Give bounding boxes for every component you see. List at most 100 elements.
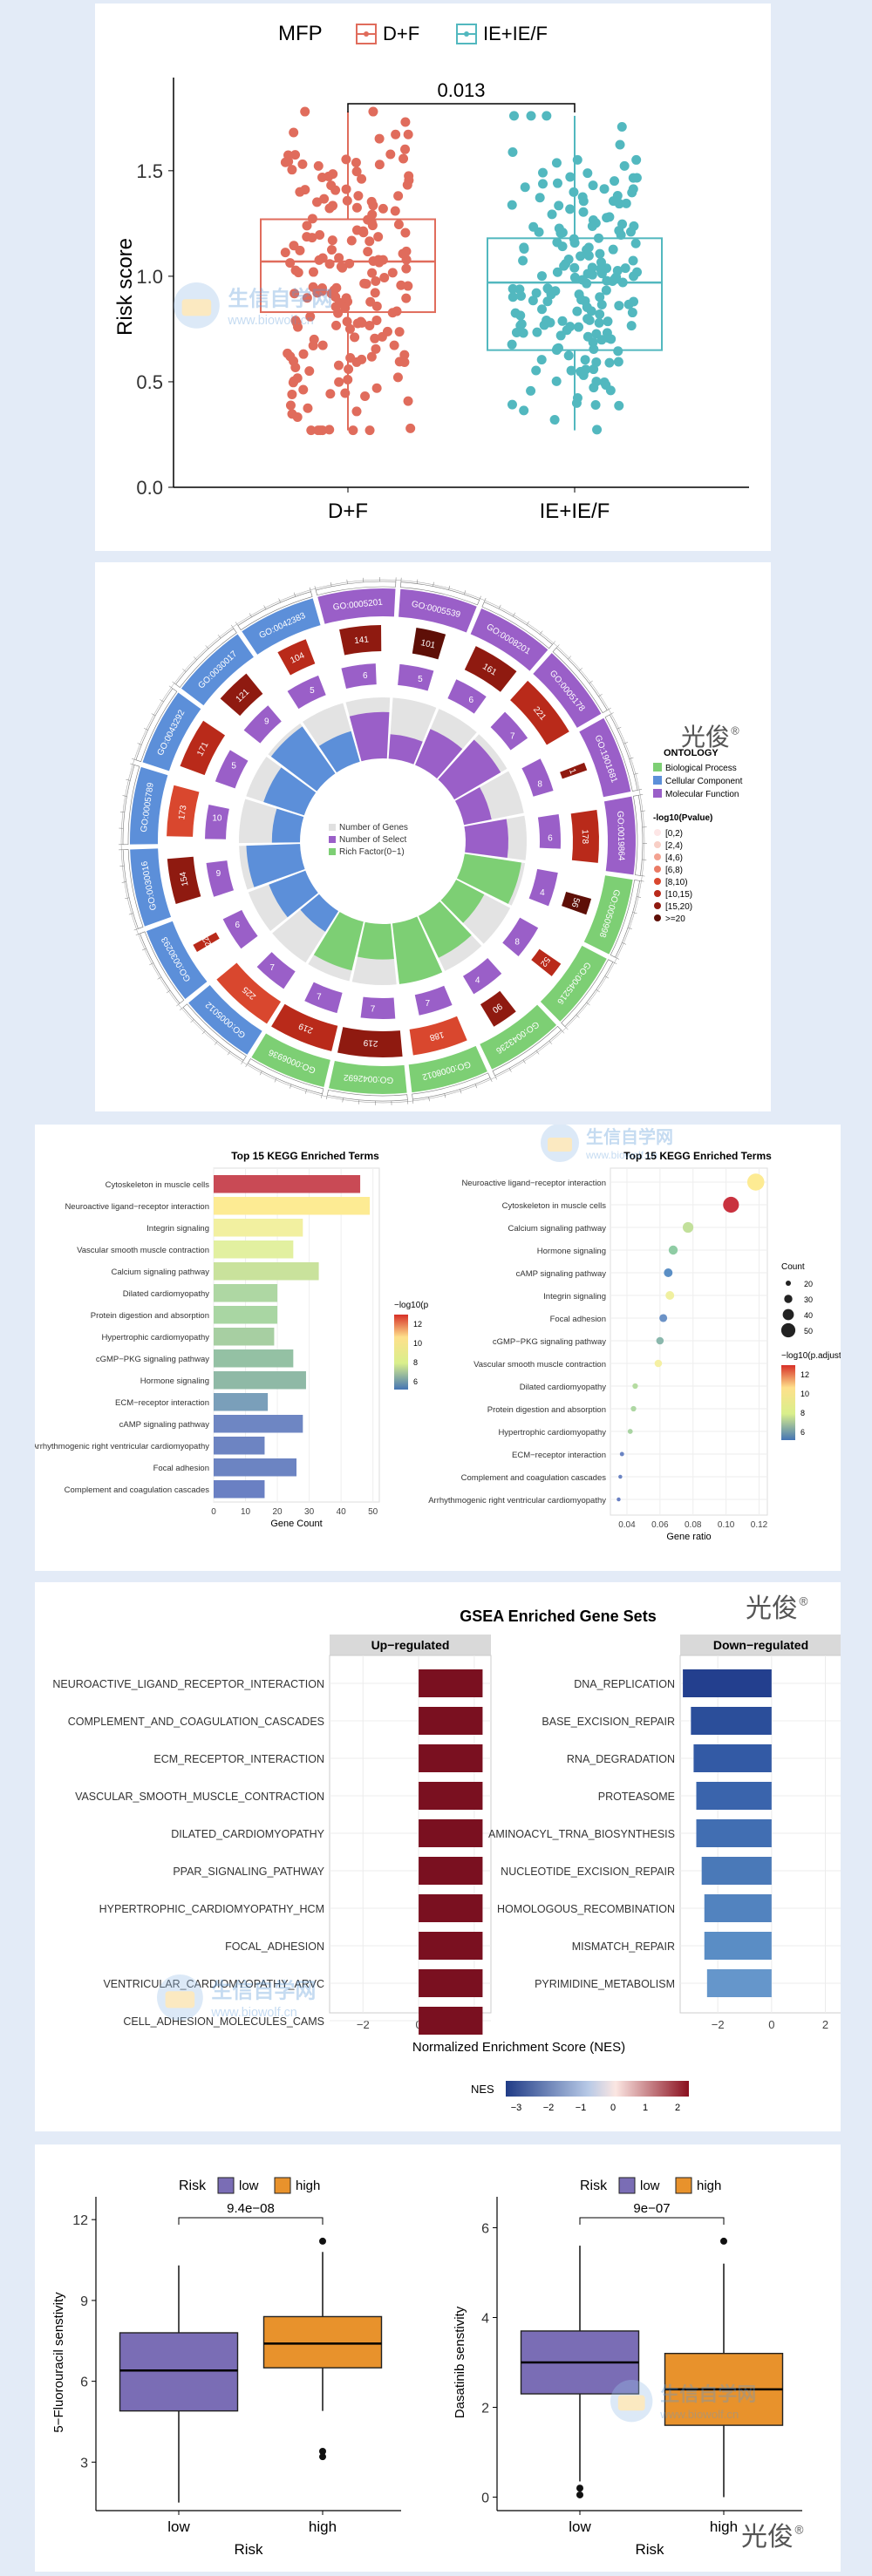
nes-bar <box>705 1932 772 1960</box>
data-point <box>579 196 589 206</box>
data-point <box>399 350 409 360</box>
data-point <box>627 321 637 330</box>
data-point <box>588 270 597 280</box>
data-point <box>592 425 602 434</box>
tick <box>634 773 638 774</box>
data-point <box>622 199 631 208</box>
select-count-label: 7 <box>510 732 515 742</box>
tick <box>433 582 434 587</box>
ontology-legend-key <box>653 776 662 785</box>
gene-set-label: COMPLEMENT_AND_COAGULATION_CASCADES <box>68 1716 324 1728</box>
kegg-bar <box>214 1197 370 1215</box>
data-point <box>517 319 527 329</box>
count-legend-dot <box>781 1323 795 1337</box>
data-point <box>508 340 517 350</box>
go-term-label: GO:0019864 <box>615 811 625 861</box>
tick <box>206 645 208 649</box>
data-point <box>371 316 381 325</box>
data-point <box>358 228 368 237</box>
bar-chart-title: Top 15 KEGG Enriched Terms <box>231 1150 379 1162</box>
p-value: 9.4e−08 <box>227 2201 275 2216</box>
tick <box>134 928 139 930</box>
x-tick-label: 50 <box>368 1507 378 1517</box>
category-label: cGMP−PKG signaling pathway <box>493 1337 606 1347</box>
kegg-dot <box>618 1475 622 1478</box>
data-point <box>609 245 618 255</box>
data-point <box>342 185 351 194</box>
data-point <box>631 239 641 248</box>
data-point <box>548 209 557 219</box>
significance-bracket <box>179 2218 323 2225</box>
data-point <box>601 380 610 390</box>
data-point <box>404 171 413 180</box>
legend-label: high <box>697 2178 721 2193</box>
data-point <box>352 167 362 176</box>
box <box>264 2316 382 2368</box>
data-point <box>595 249 604 259</box>
x-tick-label: 2 <box>822 2018 828 2031</box>
data-point <box>629 297 638 307</box>
tick <box>412 1099 413 1104</box>
data-point <box>620 161 630 171</box>
legend-tick: 12 <box>800 1370 809 1379</box>
signature-mark: ® <box>795 2524 804 2537</box>
data-point <box>367 210 377 220</box>
data-point <box>352 406 362 416</box>
data-point <box>402 255 412 264</box>
select-count-label: 10 <box>212 814 222 824</box>
data-point <box>281 248 290 257</box>
data-point <box>537 355 547 364</box>
data-point <box>363 247 372 256</box>
tick <box>633 912 637 913</box>
nes-bar <box>419 1932 482 1960</box>
select-count-label: 5 <box>418 675 423 684</box>
tick <box>460 1090 461 1094</box>
tick <box>138 744 142 745</box>
data-point <box>295 246 304 255</box>
data-point <box>351 357 361 367</box>
data-point <box>297 160 307 169</box>
select-count-bar <box>521 758 553 797</box>
tick <box>294 593 296 597</box>
data-point <box>368 201 378 210</box>
watermark-logo-book-icon <box>618 2396 645 2411</box>
x-tick-label: −2 <box>357 2018 370 2031</box>
gene-set-label: AMINOACYL_TRNA_BIOSYNTHESIS <box>488 1828 675 1840</box>
category-label: ECM−receptor interaction <box>512 1451 606 1460</box>
tick <box>429 1097 430 1101</box>
gene-set-label: PROTEASOME <box>598 1791 675 1803</box>
data-point <box>582 168 592 178</box>
tick <box>125 898 129 899</box>
data-point <box>313 425 323 435</box>
tick <box>194 656 197 659</box>
count-legend-dot <box>786 1281 791 1286</box>
y-tick-label: 1.5 <box>136 160 163 182</box>
center-legend-label: Rich Factor(0~1) <box>339 847 405 857</box>
y-tick-label: 4 <box>481 2311 489 2326</box>
x-tick-label: 0.10 <box>718 1520 735 1530</box>
data-point <box>565 204 575 214</box>
data-point <box>348 425 358 435</box>
center-legend-key <box>329 824 336 831</box>
legend-tick: −2 <box>543 2103 555 2113</box>
data-point <box>629 271 638 281</box>
data-point <box>535 193 545 202</box>
tick <box>568 656 571 659</box>
data-point <box>399 154 408 164</box>
data-point <box>600 184 610 194</box>
data-point <box>300 185 310 194</box>
data-point <box>581 296 590 306</box>
rich-factor-bar <box>464 819 508 859</box>
category-label: Hormone signaling <box>140 1376 209 1386</box>
data-point <box>582 314 592 323</box>
data-point <box>401 294 411 303</box>
data-point <box>537 304 547 314</box>
data-point <box>327 245 337 255</box>
y-tick-label: 12 <box>72 2213 88 2228</box>
data-point <box>581 355 590 364</box>
kegg-dot <box>683 1222 693 1233</box>
select-count-bar <box>447 679 486 713</box>
